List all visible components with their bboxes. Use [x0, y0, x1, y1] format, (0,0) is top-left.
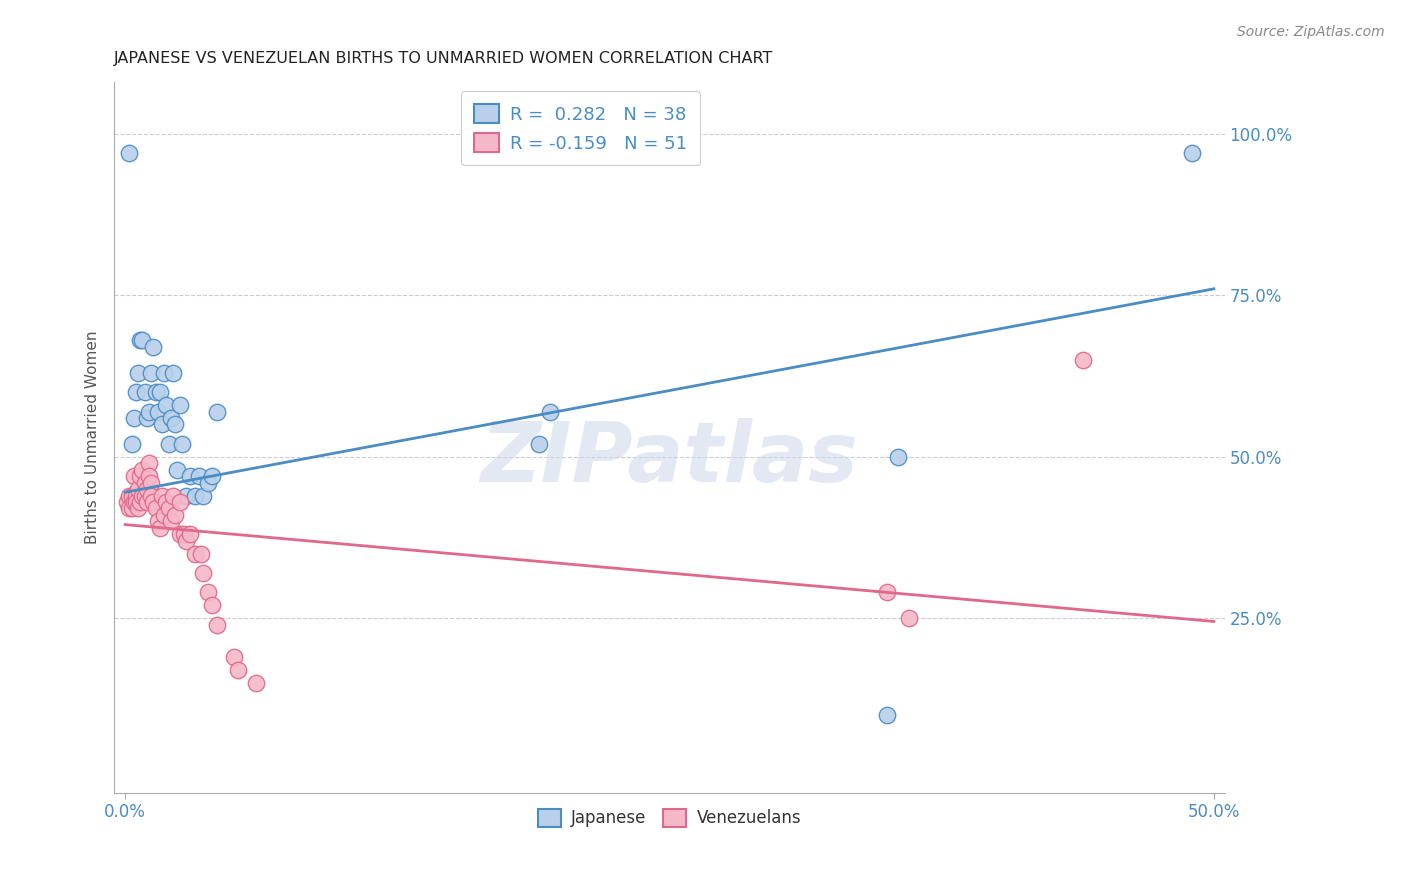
Point	[117, 495, 139, 509]
Point	[127, 501, 149, 516]
Point	[146, 404, 169, 418]
Point	[173, 527, 195, 541]
Point	[876, 708, 898, 723]
Point	[129, 469, 152, 483]
Point	[153, 366, 176, 380]
Point	[145, 385, 167, 400]
Point	[188, 469, 211, 483]
Point	[169, 527, 191, 541]
Point	[142, 340, 165, 354]
Point	[135, 411, 157, 425]
Point	[118, 489, 141, 503]
Point	[125, 385, 148, 400]
Point	[134, 489, 156, 503]
Point	[125, 489, 148, 503]
Text: Source: ZipAtlas.com: Source: ZipAtlas.com	[1237, 25, 1385, 39]
Point	[174, 489, 197, 503]
Point	[121, 501, 143, 516]
Y-axis label: Births to Unmarried Women: Births to Unmarried Women	[86, 331, 100, 544]
Point	[1181, 146, 1204, 161]
Point	[141, 489, 163, 503]
Point	[201, 469, 224, 483]
Legend: Japanese, Venezuelans: Japanese, Venezuelans	[531, 802, 808, 834]
Text: JAPANESE VS VENEZUELAN BIRTHS TO UNMARRIED WOMEN CORRELATION CHART: JAPANESE VS VENEZUELAN BIRTHS TO UNMARRI…	[114, 51, 773, 66]
Point	[179, 469, 201, 483]
Point	[898, 611, 921, 625]
Point	[127, 366, 149, 380]
Point	[162, 489, 184, 503]
Point	[129, 495, 152, 509]
Point	[142, 495, 165, 509]
Point	[193, 489, 215, 503]
Point	[226, 663, 249, 677]
Point	[184, 489, 207, 503]
Point	[190, 547, 212, 561]
Point	[145, 501, 167, 516]
Point	[121, 489, 143, 503]
Point	[169, 398, 191, 412]
Point	[165, 508, 187, 522]
Point	[157, 501, 180, 516]
Point	[184, 547, 207, 561]
Point	[201, 599, 224, 613]
Point	[138, 456, 160, 470]
Point	[149, 521, 172, 535]
Point	[193, 566, 215, 580]
Point	[205, 404, 228, 418]
Point	[121, 437, 143, 451]
Point	[149, 385, 172, 400]
Point	[153, 508, 176, 522]
Point	[197, 475, 219, 490]
Point	[135, 495, 157, 509]
Point	[118, 501, 141, 516]
Point	[131, 489, 153, 503]
Point	[222, 650, 245, 665]
Point	[135, 482, 157, 496]
Point	[245, 676, 267, 690]
Point	[146, 514, 169, 528]
Point	[527, 437, 550, 451]
Point	[876, 585, 898, 599]
Point	[159, 514, 181, 528]
Point	[1071, 352, 1094, 367]
Point	[138, 404, 160, 418]
Point	[169, 495, 191, 509]
Point	[131, 463, 153, 477]
Point	[179, 527, 201, 541]
Point	[141, 475, 163, 490]
Point	[138, 469, 160, 483]
Point	[170, 437, 193, 451]
Text: ZIPatlas: ZIPatlas	[481, 418, 859, 500]
Point	[150, 417, 173, 432]
Point	[162, 366, 184, 380]
Point	[134, 475, 156, 490]
Point	[125, 495, 148, 509]
Point	[159, 411, 181, 425]
Point	[157, 437, 180, 451]
Point	[122, 469, 145, 483]
Point	[155, 398, 177, 412]
Point	[150, 489, 173, 503]
Point	[166, 463, 188, 477]
Point	[122, 411, 145, 425]
Point	[174, 533, 197, 548]
Point	[538, 404, 561, 418]
Point	[155, 495, 177, 509]
Point	[127, 482, 149, 496]
Point	[197, 585, 219, 599]
Point	[165, 417, 187, 432]
Point	[131, 334, 153, 348]
Point	[141, 366, 163, 380]
Point	[887, 450, 910, 464]
Point	[134, 385, 156, 400]
Point	[129, 334, 152, 348]
Point	[118, 146, 141, 161]
Point	[122, 495, 145, 509]
Point	[205, 617, 228, 632]
